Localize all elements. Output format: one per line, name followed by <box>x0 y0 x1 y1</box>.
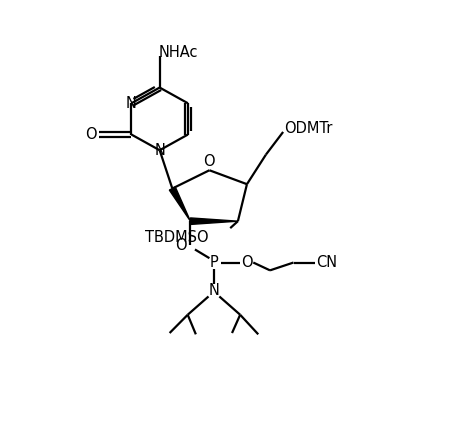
Polygon shape <box>191 218 238 224</box>
Text: TBDMSO: TBDMSO <box>146 230 209 245</box>
Text: O: O <box>203 154 215 169</box>
Text: N: N <box>208 283 219 298</box>
Text: P: P <box>210 255 218 270</box>
Text: ODMTr: ODMTr <box>284 121 333 136</box>
Text: N: N <box>126 96 137 111</box>
Text: O: O <box>176 237 187 253</box>
Polygon shape <box>169 187 191 221</box>
Text: NHAc: NHAc <box>159 45 198 60</box>
Text: N: N <box>154 143 165 158</box>
Text: O: O <box>86 127 97 142</box>
Text: CN: CN <box>316 255 337 270</box>
Text: O: O <box>241 255 253 270</box>
